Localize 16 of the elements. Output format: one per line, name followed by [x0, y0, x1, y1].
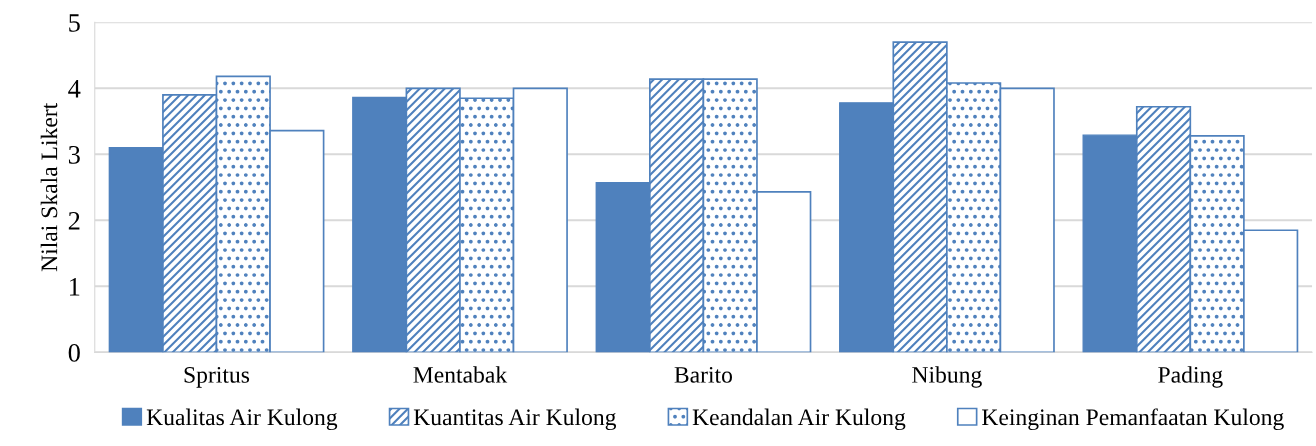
legend-label: Keinginan Pemanfaatan Kulong — [982, 408, 1284, 431]
x-tick-label: Nibung — [912, 366, 982, 388]
legend-label: Keandalan Air Kulong — [692, 408, 906, 431]
y-tick-label: 2 — [68, 212, 80, 230]
y-tick-label: 0 — [68, 343, 80, 362]
y-axis-title: Nilai Skala Likert — [40, 102, 58, 272]
y-tick-label: 4 — [68, 80, 81, 98]
y-tick-label: 3 — [68, 146, 80, 164]
y-tick-label: 1 — [69, 278, 80, 296]
x-tick-label: Pading — [1158, 366, 1223, 388]
legend-label: Kuantitas Air Kulong — [413, 408, 617, 431]
x-tick-label: Mentabak — [413, 366, 508, 383]
x-tick-label: Spritus — [184, 366, 250, 388]
legend-label: Kualitas Air Kulong — [146, 408, 338, 431]
y-tick-label: 5 — [69, 14, 80, 32]
x-tick-label: Barito — [674, 366, 733, 383]
